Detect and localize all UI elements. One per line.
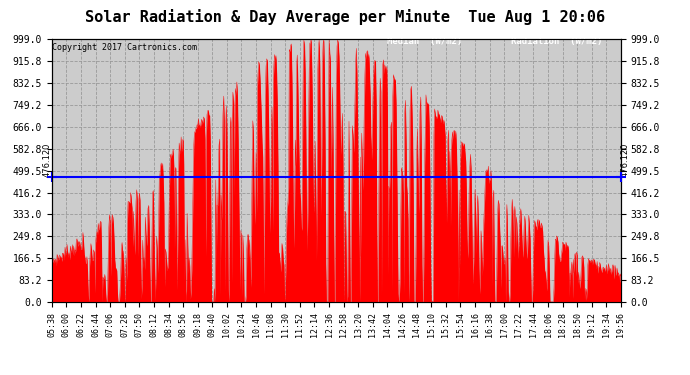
Text: Copyright 2017 Cartronics.com: Copyright 2017 Cartronics.com bbox=[52, 44, 197, 52]
Text: Solar Radiation & Day Average per Minute  Tue Aug 1 20:06: Solar Radiation & Day Average per Minute… bbox=[85, 9, 605, 26]
Text: 476.120: 476.120 bbox=[43, 142, 52, 177]
Text: 476.120: 476.120 bbox=[621, 142, 630, 177]
